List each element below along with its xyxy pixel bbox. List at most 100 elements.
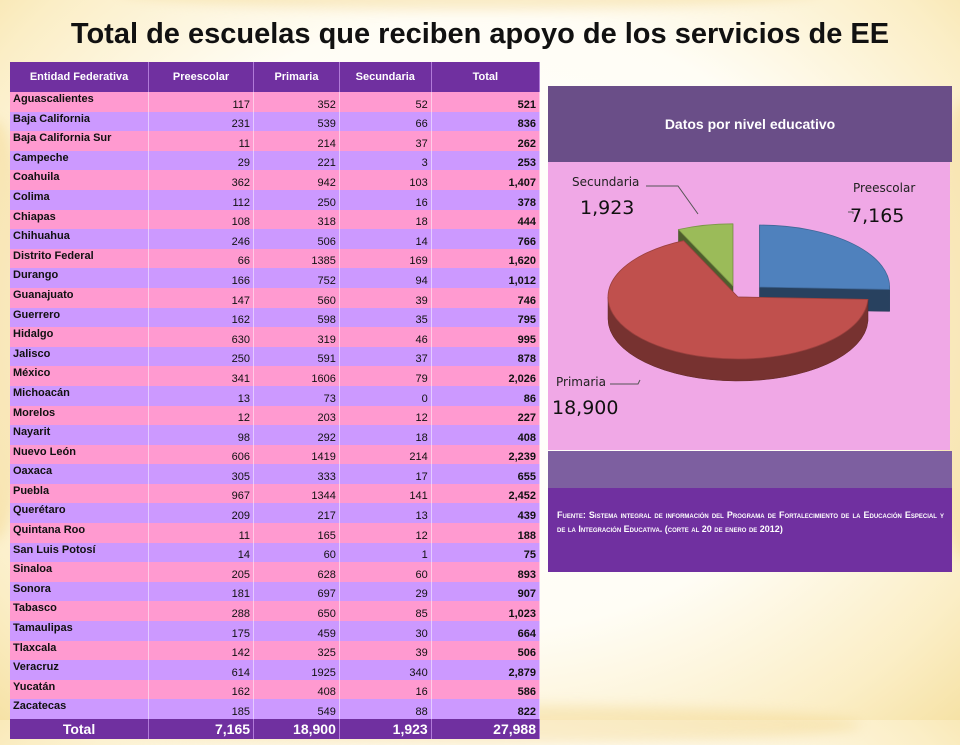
- pie-slice-preescolar: [760, 225, 890, 289]
- cell-secundaria: 35: [339, 308, 431, 328]
- slice-value-preescolar: 7,165: [850, 205, 904, 227]
- cell-entidad: México: [10, 366, 149, 386]
- total-preescolar: 7,165: [149, 719, 254, 739]
- slice-name-secundaria: Secundaria: [572, 175, 639, 189]
- cell-entidad: Sinaloa: [10, 562, 149, 582]
- cell-secundaria: 37: [339, 347, 431, 367]
- page-title: Total de escuelas que reciben apoyo de l…: [0, 18, 960, 51]
- cell-secundaria: 3: [339, 151, 431, 171]
- cell-secundaria: 17: [339, 464, 431, 484]
- cell-secundaria: 79: [339, 366, 431, 386]
- cell-primaria: 73: [254, 386, 340, 406]
- cell-secundaria: 14: [339, 229, 431, 249]
- cell-entidad: Chihuahua: [10, 229, 149, 249]
- cell-secundaria: 52: [339, 92, 431, 112]
- cell-preescolar: 29: [149, 151, 254, 171]
- cell-total: 2,452: [431, 484, 539, 504]
- cell-secundaria: 214: [339, 445, 431, 465]
- total-total: 27,988: [431, 719, 539, 739]
- cell-total: 995: [431, 327, 539, 347]
- cell-entidad: Tamaulipas: [10, 621, 149, 641]
- total-secundaria: 1,923: [339, 719, 431, 739]
- cell-preescolar: 162: [149, 680, 254, 700]
- cell-entidad: Zacatecas: [10, 699, 149, 719]
- cell-entidad: Michoacán: [10, 386, 149, 406]
- cell-primaria: 1385: [254, 249, 340, 269]
- cell-total: 664: [431, 621, 539, 641]
- cell-entidad: Sonora: [10, 582, 149, 602]
- cell-total: 655: [431, 464, 539, 484]
- cell-total: 836: [431, 112, 539, 132]
- pie-chart-svg: Preescolar7,165Primaria18,900Secundaria1…: [548, 162, 950, 450]
- cell-secundaria: 66: [339, 112, 431, 132]
- cell-entidad: Distrito Federal: [10, 249, 149, 269]
- cell-entidad: Querétaro: [10, 503, 149, 523]
- cell-total: 907: [431, 582, 539, 602]
- cell-preescolar: 108: [149, 210, 254, 230]
- cell-primaria: 292: [254, 425, 340, 445]
- cell-total: 878: [431, 347, 539, 367]
- cell-entidad: Coahuila: [10, 170, 149, 190]
- cell-entidad: Hidalgo: [10, 327, 149, 347]
- cell-total: 1,407: [431, 170, 539, 190]
- header-total: Total: [431, 62, 539, 92]
- cell-entidad: Morelos: [10, 406, 149, 426]
- cell-primaria: 352: [254, 92, 340, 112]
- panel-divider: [548, 451, 952, 488]
- cell-primaria: 214: [254, 131, 340, 151]
- cell-entidad: Guanajuato: [10, 288, 149, 308]
- cell-preescolar: 967: [149, 484, 254, 504]
- slice-name-primaria: Primaria: [556, 375, 606, 389]
- cell-primaria: 165: [254, 523, 340, 543]
- cell-total: 188: [431, 523, 539, 543]
- cell-preescolar: 175: [149, 621, 254, 641]
- cell-total: 2,879: [431, 660, 539, 680]
- cell-primaria: 598: [254, 308, 340, 328]
- cell-total: 893: [431, 562, 539, 582]
- cell-primaria: 1606: [254, 366, 340, 386]
- cell-preescolar: 341: [149, 366, 254, 386]
- cell-preescolar: 117: [149, 92, 254, 112]
- cell-total: 408: [431, 425, 539, 445]
- cell-secundaria: 18: [339, 210, 431, 230]
- cell-preescolar: 362: [149, 170, 254, 190]
- cell-preescolar: 614: [149, 660, 254, 680]
- cell-preescolar: 142: [149, 641, 254, 661]
- cell-entidad: Puebla: [10, 484, 149, 504]
- cell-preescolar: 205: [149, 562, 254, 582]
- cell-secundaria: 30: [339, 621, 431, 641]
- cell-primaria: 325: [254, 641, 340, 661]
- cell-total: 1,620: [431, 249, 539, 269]
- cell-preescolar: 98: [149, 425, 254, 445]
- cell-total: 378: [431, 190, 539, 210]
- cell-total: 586: [431, 680, 539, 700]
- cell-primaria: 60: [254, 543, 340, 563]
- cell-secundaria: 18: [339, 425, 431, 445]
- cell-entidad: Jalisco: [10, 347, 149, 367]
- cell-preescolar: 166: [149, 268, 254, 288]
- cell-secundaria: 340: [339, 660, 431, 680]
- cell-secundaria: 103: [339, 170, 431, 190]
- cell-entidad: Oaxaca: [10, 464, 149, 484]
- cell-secundaria: 0: [339, 386, 431, 406]
- cell-primaria: 250: [254, 190, 340, 210]
- cell-preescolar: 147: [149, 288, 254, 308]
